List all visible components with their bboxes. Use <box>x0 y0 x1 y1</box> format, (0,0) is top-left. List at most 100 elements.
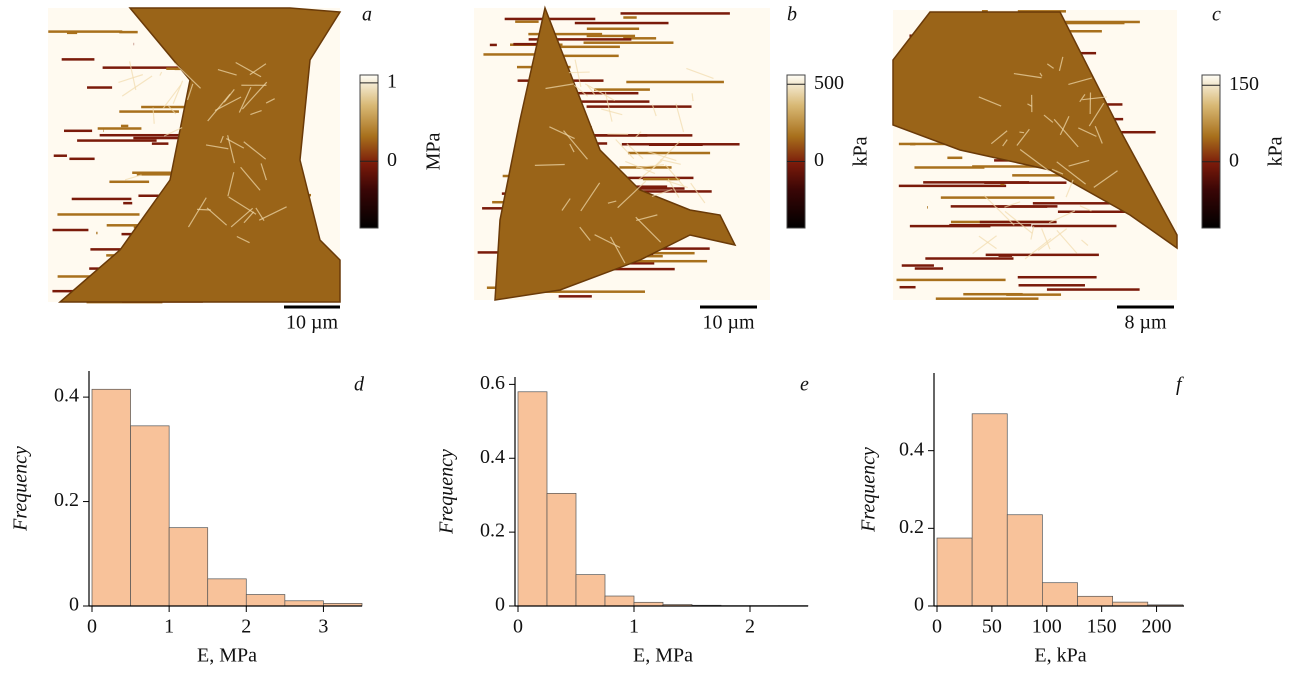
histogram-bar <box>605 596 634 606</box>
map-stripe <box>48 30 122 33</box>
y-tick-label: 0 <box>69 594 79 616</box>
y-tick-label: 0.4 <box>480 446 505 468</box>
panel-label: e <box>800 374 809 396</box>
map-stripe <box>515 20 538 23</box>
map-stripe <box>587 28 639 31</box>
map-stripe <box>902 264 934 267</box>
x-tick-label: 100 <box>1032 616 1062 638</box>
map-stripe <box>575 22 669 25</box>
y-axis-label: Frequency <box>10 446 32 532</box>
map-stripe <box>581 100 650 103</box>
map-stripe <box>69 158 94 161</box>
map-stripe <box>587 105 692 108</box>
map-stripe <box>936 297 1039 300</box>
x-tick-label: 2 <box>241 616 251 638</box>
map-stripe <box>119 110 179 113</box>
map-stripe <box>915 267 943 270</box>
x-tick-label: 50 <box>982 616 1002 638</box>
histogram-bar <box>937 538 972 606</box>
map-stripe <box>64 130 92 133</box>
map-stripe <box>559 295 592 298</box>
figure: 01MPa10 µma0500kPa10 µmb0150kPa8 µmc00.2… <box>0 0 1300 673</box>
map-stripe <box>559 46 620 49</box>
colorbar <box>1202 75 1220 228</box>
x-tick-label: 0 <box>513 616 523 638</box>
map-stripe <box>594 88 650 91</box>
histogram-bar <box>285 601 324 606</box>
panel-label: a <box>362 4 372 26</box>
map-stripe <box>87 86 112 89</box>
histogram-bar <box>547 493 576 606</box>
y-axis-label: Frequency <box>436 449 458 535</box>
map-stripe <box>152 142 169 145</box>
map-stripe <box>910 143 915 146</box>
x-tick-label: 150 <box>1087 616 1117 638</box>
histogram-bar <box>576 575 605 606</box>
histogram-bar <box>131 426 170 606</box>
map-stripe <box>623 16 636 19</box>
map-stripe <box>1018 276 1097 279</box>
colorbar-tick-label: 1 <box>387 70 397 92</box>
scale-bar-label: 10 µm <box>286 312 339 334</box>
histogram-bar <box>972 414 1007 606</box>
map-stripe <box>123 202 132 205</box>
colorbar-tick-label: 0 <box>1229 149 1239 171</box>
x-tick-label: 0 <box>87 616 97 638</box>
map-stripe <box>98 127 142 130</box>
colorbar-tick-label: 150 <box>1229 73 1259 95</box>
map-stripe <box>1032 225 1116 228</box>
map-stripe <box>96 232 97 235</box>
map-stripe <box>986 254 1099 257</box>
y-axis-label: Frequency <box>858 447 880 533</box>
y-tick-label: 0.4 <box>54 385 79 407</box>
y-tick-label: 0.2 <box>54 489 79 511</box>
y-tick-label: 0.6 <box>480 372 505 394</box>
colorbar-tick-label: 0 <box>814 149 824 171</box>
colorbar-label: kPa <box>1265 136 1287 166</box>
colorbar-label: kPa <box>850 136 872 166</box>
histogram-bar <box>1078 596 1113 606</box>
histogram-bar <box>169 528 208 606</box>
map-stripe <box>941 196 1055 199</box>
map-stripe <box>483 53 540 56</box>
map-stripe <box>77 139 157 142</box>
histogram-bar <box>518 392 547 606</box>
histogram-bar <box>208 579 247 606</box>
map-stripe <box>54 154 67 157</box>
colorbar <box>787 75 805 228</box>
colorbar-label: MPa <box>423 132 445 170</box>
map-stripe <box>584 41 674 44</box>
map-stripe <box>900 286 916 289</box>
panel-label: b <box>787 4 797 26</box>
map-stripe <box>927 206 928 209</box>
map-stripe <box>925 257 1013 260</box>
histogram-bar <box>1042 583 1077 606</box>
y-tick-label: 0 <box>914 594 924 616</box>
panel-label: c <box>1212 4 1221 26</box>
map-stripe <box>643 178 680 181</box>
x-tick-label: 2 <box>745 616 755 638</box>
map-stripe <box>1019 284 1085 287</box>
x-axis-label: E, MPa <box>197 645 257 667</box>
map-stripe <box>621 12 730 15</box>
map-stripe <box>897 279 1006 282</box>
y-tick-label: 0 <box>495 594 505 616</box>
colorbar <box>360 75 378 228</box>
x-axis-label: E, MPa <box>633 645 693 667</box>
map-stripe <box>67 32 77 35</box>
y-tick-label: 0.2 <box>899 516 924 538</box>
x-tick-label: 0 <box>932 616 942 638</box>
histogram-bar <box>1007 515 1042 606</box>
x-tick-label: 1 <box>164 616 174 638</box>
map-stripe <box>1006 293 1061 296</box>
map-stripe <box>947 157 962 160</box>
fiber <box>1019 132 1024 133</box>
fiber <box>569 72 590 73</box>
y-tick-label: 0.2 <box>480 520 505 542</box>
histogram-bar <box>246 595 285 606</box>
x-tick-label: 200 <box>1142 616 1172 638</box>
map-stripe <box>72 198 132 201</box>
x-axis-label: E, kPa <box>1034 645 1086 667</box>
colorbar-tick-label: 500 <box>814 72 844 94</box>
map-stripe <box>53 229 89 232</box>
